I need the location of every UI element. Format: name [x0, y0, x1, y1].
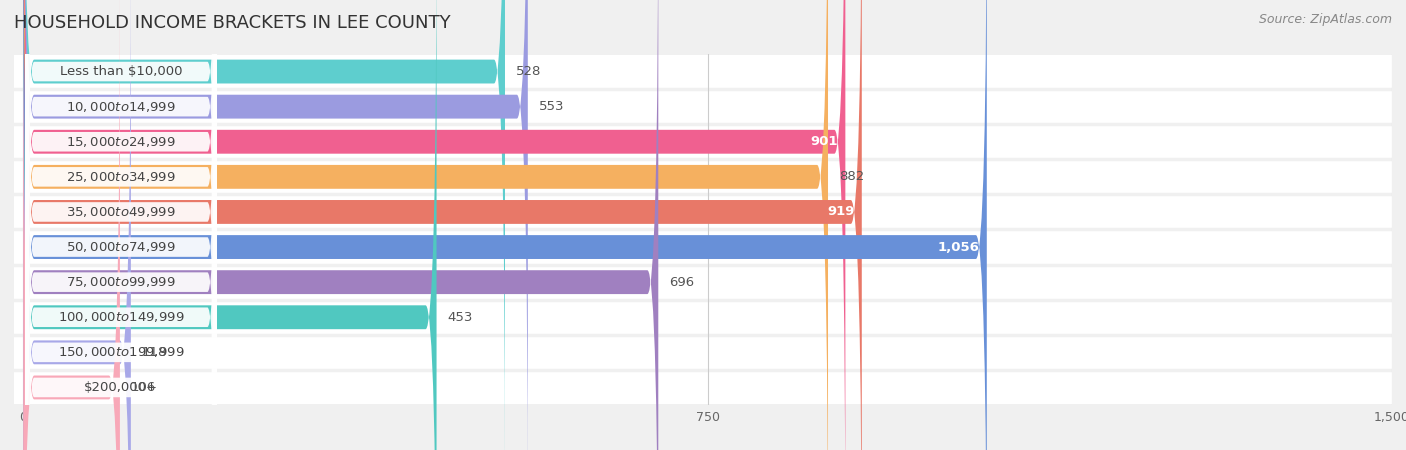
FancyBboxPatch shape	[14, 195, 1392, 229]
Text: 528: 528	[516, 65, 541, 78]
FancyBboxPatch shape	[14, 301, 1392, 334]
FancyBboxPatch shape	[22, 0, 131, 450]
Text: 453: 453	[447, 311, 472, 324]
FancyBboxPatch shape	[25, 11, 217, 450]
FancyBboxPatch shape	[25, 0, 217, 450]
FancyBboxPatch shape	[22, 0, 658, 450]
FancyBboxPatch shape	[22, 0, 505, 450]
FancyBboxPatch shape	[25, 46, 217, 450]
Text: $25,000 to $34,999: $25,000 to $34,999	[66, 170, 176, 184]
FancyBboxPatch shape	[25, 0, 217, 450]
FancyBboxPatch shape	[25, 0, 217, 413]
FancyBboxPatch shape	[14, 336, 1392, 369]
FancyBboxPatch shape	[22, 0, 862, 450]
FancyBboxPatch shape	[14, 55, 1392, 88]
FancyBboxPatch shape	[14, 371, 1392, 404]
Text: Source: ZipAtlas.com: Source: ZipAtlas.com	[1258, 14, 1392, 27]
Text: $35,000 to $49,999: $35,000 to $49,999	[66, 205, 176, 219]
Text: 1,056: 1,056	[938, 241, 980, 253]
FancyBboxPatch shape	[25, 0, 217, 450]
Text: $15,000 to $24,999: $15,000 to $24,999	[66, 135, 176, 149]
FancyBboxPatch shape	[22, 0, 527, 450]
Text: $200,000+: $200,000+	[84, 381, 157, 394]
FancyBboxPatch shape	[22, 0, 436, 450]
Text: 696: 696	[669, 276, 695, 288]
Text: 553: 553	[538, 100, 564, 113]
Text: 118: 118	[142, 346, 167, 359]
Text: Less than $10,000: Less than $10,000	[59, 65, 181, 78]
FancyBboxPatch shape	[22, 0, 828, 450]
FancyBboxPatch shape	[25, 0, 217, 450]
Text: $10,000 to $14,999: $10,000 to $14,999	[66, 99, 176, 114]
FancyBboxPatch shape	[14, 160, 1392, 194]
FancyBboxPatch shape	[22, 0, 845, 450]
FancyBboxPatch shape	[14, 125, 1392, 158]
Text: 106: 106	[131, 381, 156, 394]
Text: HOUSEHOLD INCOME BRACKETS IN LEE COUNTY: HOUSEHOLD INCOME BRACKETS IN LEE COUNTY	[14, 14, 451, 32]
Text: $150,000 to $199,999: $150,000 to $199,999	[58, 345, 184, 360]
Text: 882: 882	[839, 171, 865, 183]
FancyBboxPatch shape	[22, 0, 987, 450]
Text: 919: 919	[827, 206, 855, 218]
FancyBboxPatch shape	[25, 0, 217, 450]
FancyBboxPatch shape	[25, 0, 217, 450]
FancyBboxPatch shape	[14, 230, 1392, 264]
FancyBboxPatch shape	[14, 90, 1392, 123]
Text: $50,000 to $74,999: $50,000 to $74,999	[66, 240, 176, 254]
Text: 901: 901	[810, 135, 838, 148]
Text: $100,000 to $149,999: $100,000 to $149,999	[58, 310, 184, 324]
FancyBboxPatch shape	[25, 0, 217, 448]
FancyBboxPatch shape	[22, 0, 120, 450]
FancyBboxPatch shape	[14, 266, 1392, 299]
Text: $75,000 to $99,999: $75,000 to $99,999	[66, 275, 176, 289]
